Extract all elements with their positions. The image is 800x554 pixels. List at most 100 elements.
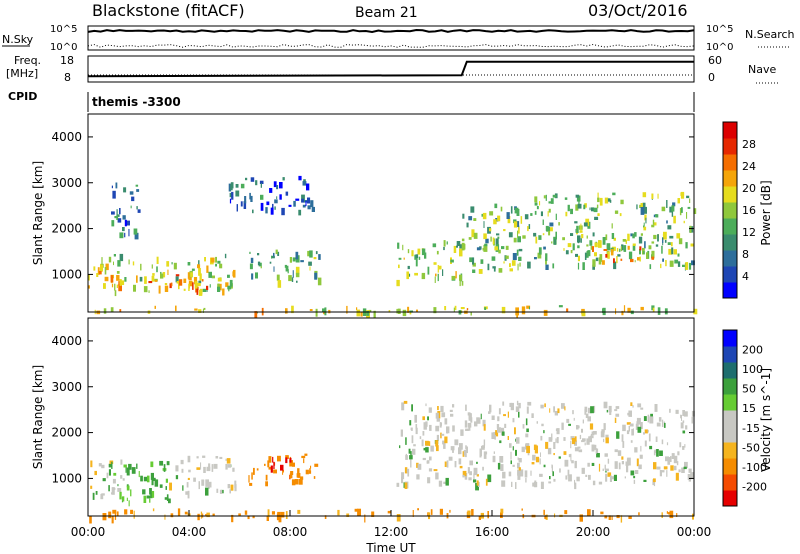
velocity-echo-cell	[512, 446, 514, 451]
power-echo-cell	[198, 268, 201, 276]
date-title: 03/Oct/2016	[588, 1, 688, 20]
power-panel: 1000 2000 3000 4000 Slant Range [km]	[31, 113, 698, 319]
velocity-echo-cell	[98, 463, 102, 467]
velocity-echo-cell	[439, 422, 442, 428]
power-echo-cell	[687, 206, 691, 209]
power-echo-cell	[657, 307, 661, 315]
velocity-echo-cell	[680, 422, 684, 429]
velocity-echo-cell	[626, 458, 629, 463]
power-echo-cell	[124, 277, 127, 282]
power-echo-cell	[545, 264, 549, 270]
velocity-echo-cell	[449, 409, 453, 412]
velocity-echo-cell	[465, 428, 469, 431]
power-echo-cell	[295, 198, 300, 201]
velocity-echo-cell	[673, 465, 677, 471]
xtick-label: 16:00	[475, 525, 510, 539]
power-colorbar: Power [dB] 4 8 12 16 20 24 28	[722, 121, 773, 299]
velocity-echo-cell	[152, 508, 155, 512]
power-echo-cell	[306, 183, 310, 191]
velocity-echo-cell	[180, 459, 184, 465]
velocity-echo-cell	[454, 439, 459, 446]
velocity-echo-cell	[669, 408, 671, 413]
velocity-echo-cell	[197, 513, 200, 521]
power-echo-cell	[521, 306, 526, 315]
nsearch-tick-bottom: 10^0	[706, 42, 733, 53]
velocity-echo-cell	[515, 482, 517, 489]
velocity-echo-cell	[676, 461, 679, 466]
velocity-echo-cell	[622, 424, 626, 432]
power-echo-cell	[438, 265, 442, 270]
power-echo-cell	[577, 235, 581, 243]
velocity-echo-cell	[291, 479, 296, 486]
power-echo-cell	[424, 252, 427, 259]
power-echo-cell	[291, 277, 294, 282]
power-echo-cell	[110, 275, 114, 283]
velocity-echo-cell	[633, 475, 636, 479]
power-echo-cell	[265, 207, 268, 214]
power-echo-cell	[507, 216, 511, 224]
velocity-echo-cell	[658, 417, 662, 422]
power-echo-cell	[311, 206, 315, 212]
velocity-echo-cell	[595, 448, 599, 454]
power-echo-cell	[598, 257, 602, 265]
power-echo-cell	[587, 250, 591, 257]
power-echo-cell	[489, 211, 494, 216]
power-echo-cell	[191, 268, 195, 271]
velocity-echo-cell	[489, 404, 492, 413]
velocity-echo-cell	[561, 403, 565, 409]
power-echo-cell	[406, 271, 409, 280]
velocity-echo-cell	[653, 462, 657, 470]
velocity-echo-cell	[265, 481, 268, 487]
velocity-echo-cell	[108, 511, 112, 519]
velocity-echo-cell	[186, 482, 189, 488]
power-echo-cell	[250, 195, 253, 202]
velocity-echo-cell	[543, 509, 545, 515]
power-echo-cell	[536, 206, 539, 210]
velocity-echo-cell	[499, 456, 504, 463]
power-echo-cell	[602, 307, 606, 316]
velocity-echo-cell	[147, 475, 150, 483]
power-echo-cell	[619, 248, 621, 252]
velocity-echo-cell	[621, 461, 624, 465]
velocity-echo-cell	[303, 458, 305, 464]
velocity-echo-cell	[603, 423, 606, 431]
velocity-echo-cell	[682, 446, 685, 450]
power-echo-cell	[243, 201, 247, 209]
power-echo-cell	[136, 206, 138, 210]
power-echo-cell	[472, 269, 476, 273]
xtick-label: 00:00	[677, 525, 712, 539]
power-echo-cell	[437, 273, 439, 282]
power-colorbar-swatch	[723, 186, 737, 203]
velocity-echo-cell	[408, 448, 411, 454]
power-echo-cell	[292, 257, 296, 262]
velocity-echo-cell	[364, 514, 366, 523]
velocity-echo-cell	[627, 412, 631, 416]
velocity-echo-cell	[273, 469, 277, 474]
power-echo-cell	[627, 307, 631, 313]
power-echo-cell	[501, 306, 506, 314]
velocity-echo-cell	[551, 433, 553, 441]
velocity-echo-cell	[216, 488, 219, 493]
power-echo-cell	[188, 280, 193, 287]
power-echo-cell	[108, 256, 112, 263]
power-echo-cell	[686, 195, 690, 199]
power-echo-cell	[495, 218, 499, 222]
velocity-echo-cell	[146, 495, 151, 499]
power-echo-cell	[632, 245, 636, 251]
power-echo-cell	[466, 308, 469, 311]
power-echo-cell	[577, 203, 582, 209]
velocity-echo-cell	[205, 479, 209, 487]
velocity-echo-cell	[570, 440, 572, 449]
power-echo-cell	[251, 273, 254, 280]
velocity-echo-cell	[572, 410, 574, 415]
power-echo-cell	[592, 232, 595, 237]
power-echo-cell	[462, 213, 465, 219]
velocity-echo-cell	[508, 471, 512, 477]
xtick-label: 12:00	[374, 525, 409, 539]
power-echo-cell	[222, 288, 225, 296]
power-echo-cell	[288, 275, 292, 282]
power-echo-cell	[302, 204, 306, 208]
velocity-echo-cell	[688, 468, 692, 473]
power-echo-cell	[686, 212, 688, 219]
power-echo-cell	[494, 246, 498, 251]
